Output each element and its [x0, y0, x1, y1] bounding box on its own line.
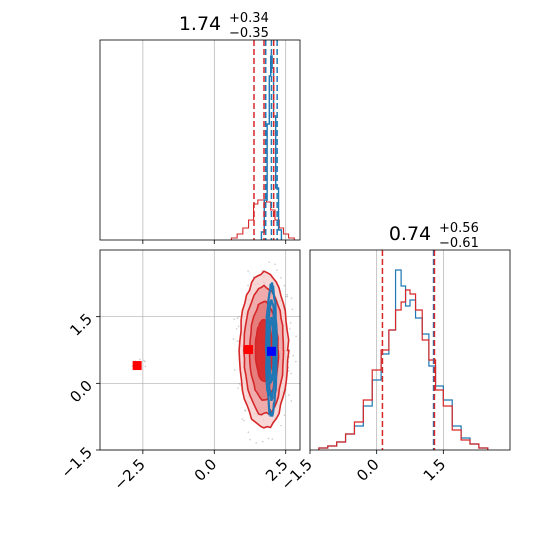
joint-y-tick-label: −1.5	[58, 443, 96, 481]
marginal-1-title-value: 1.74	[179, 13, 221, 35]
joint-scatter-point	[290, 297, 293, 300]
joint-scatter-point	[290, 400, 293, 402]
marginal-2-quantile-lines	[381, 250, 436, 450]
marginal-1-gridlines	[142, 40, 287, 240]
joint-scatter-point	[289, 322, 292, 324]
marginal-1-title-plus: +0.34	[229, 11, 269, 26]
joint-scatter-point	[295, 360, 297, 363]
joint-scatter-point	[255, 442, 258, 444]
joint-frame	[99, 249, 301, 451]
joint-scatter-point	[243, 419, 245, 422]
joint-x-tick-label: −2.5	[110, 455, 148, 493]
marginal-1-panel: 1.74 +0.34 −0.35	[99, 11, 301, 244]
marginal-2-title-minus: −0.61	[439, 236, 479, 251]
marginal-2-frame	[309, 249, 511, 451]
joint-scatter-point	[247, 270, 249, 272]
joint-scatter-point	[288, 394, 290, 396]
marginal-2-background	[310, 250, 510, 450]
joint-scatter-point	[247, 284, 249, 287]
joint-scatter-point	[237, 325, 240, 328]
joint-scatter-point	[236, 340, 239, 342]
joint-scatter-point	[244, 409, 247, 412]
joint-scatter-point	[232, 338, 235, 340]
joint-scatter-point	[261, 440, 264, 443]
joint-tick-marks	[96, 316, 287, 454]
joint-scatter-point	[280, 424, 282, 427]
joint-scatter-point	[235, 328, 238, 330]
marginal-1-background	[100, 40, 300, 240]
joint-scatter-point	[289, 328, 291, 330]
joint-scatter-point	[267, 437, 270, 440]
joint-scatter-point	[233, 369, 236, 371]
joint-scatter-point	[268, 261, 270, 264]
marginal-2-x-tick-label: 1.5	[420, 455, 450, 485]
joint-scatter-point	[237, 387, 239, 389]
joint-scatter-point	[287, 370, 290, 372]
joint-markers	[132, 345, 276, 371]
joint-scatter-point	[290, 372, 292, 375]
marginal-2-x-tick-labels: −1.5 0.0 1.5	[278, 455, 450, 493]
joint-x-tick-labels: −2.5 0.0 2.5	[110, 455, 291, 493]
joint-scatter-point	[280, 277, 282, 279]
marginal-2-tick-marks	[309, 450, 444, 454]
joint-scatter-point	[261, 270, 264, 272]
joint-scatter-point	[247, 431, 250, 433]
joint-scatter-point	[139, 358, 141, 361]
marginal-2-histograms	[318, 269, 489, 450]
joint-scatter-point	[295, 335, 297, 338]
joint-blue-marker	[266, 346, 276, 356]
marginal-1-quantile-lines	[253, 40, 278, 240]
joint-y-tick-label: 1.5	[66, 310, 96, 340]
joint-scatter-point	[276, 269, 278, 271]
marginal-1-title-minus: −0.35	[229, 26, 269, 41]
joint-scatter-point	[283, 414, 286, 416]
joint-scatter-point	[236, 317, 239, 319]
joint-red-marker	[244, 345, 254, 355]
joint-scatter-point	[144, 360, 146, 363]
joint-scatter-point	[241, 418, 244, 420]
joint-x-tick-label: 0.0	[191, 455, 221, 485]
marginal-2-title-plus: +0.56	[439, 221, 479, 236]
joint-red-marker	[132, 361, 142, 371]
joint-scatter-point	[239, 384, 242, 386]
marginal-2-x-tick-label: 0.0	[353, 455, 383, 485]
marginal-2-panel: −1.5 0.0 1.5 0.74 +0.56 −0.61	[278, 221, 511, 494]
marginal-1-title: 1.74	[179, 13, 221, 35]
marginal-2-title-value: 0.74	[389, 223, 431, 245]
joint-scatter-point	[249, 438, 251, 441]
joint-scatter-point	[233, 318, 236, 320]
marginal-1-blue-histogram	[260, 55, 283, 240]
marginal-1-frame	[99, 39, 301, 241]
marginal-1-tick-marks	[142, 240, 287, 244]
joint-scatter-point	[143, 359, 145, 362]
joint-panel: −2.5 0.0 2.5 −1.5 0.0 1.5	[58, 249, 301, 494]
joint-y-tick-label: 0.0	[66, 377, 96, 407]
joint-scatter-point	[271, 438, 274, 440]
joint-blue-contour	[264, 282, 278, 417]
joint-y-tick-labels: −1.5 0.0 1.5	[58, 310, 96, 482]
joint-scatter-point	[292, 354, 295, 357]
marginal-2-title: 0.74	[389, 223, 431, 245]
marginal-2-red-histogram	[318, 289, 489, 450]
joint-scatter-point	[237, 315, 240, 318]
joint-scatter-point	[286, 295, 289, 298]
joint-scatter-point	[274, 263, 276, 266]
joint-scatter-point	[144, 365, 147, 368]
marginal-1-histograms	[230, 55, 295, 240]
joint-scatter-point	[286, 293, 288, 296]
joint-scatter-point	[291, 308, 294, 311]
joint-scatter-point	[285, 295, 287, 298]
joint-scatter-point	[283, 284, 286, 287]
joint-scatter-point	[238, 382, 241, 385]
